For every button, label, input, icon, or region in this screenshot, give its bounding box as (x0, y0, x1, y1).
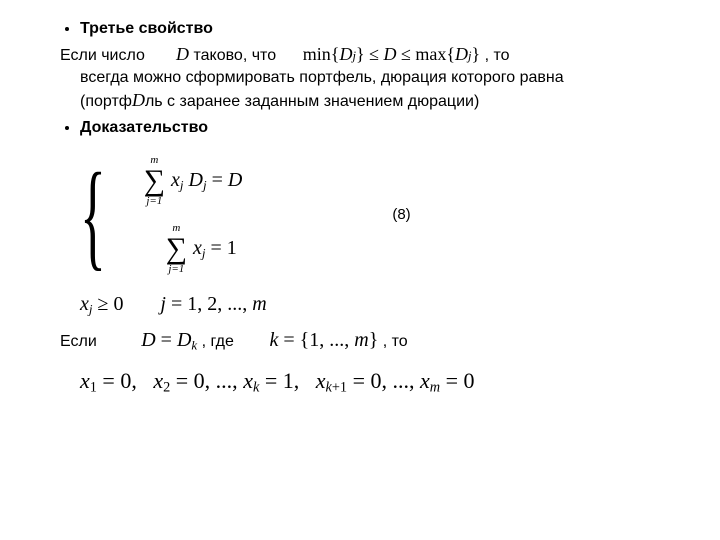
math-DeqDk: D = Dk (141, 329, 197, 351)
left-brace: { (80, 147, 106, 283)
equation-number: (8) (392, 206, 410, 223)
math-nonneg: xj ≥ 0 (80, 293, 124, 317)
sum1-sigma: ∑ (144, 166, 165, 196)
sum1-lower: j=1 (146, 196, 162, 207)
bullet-property-3: Третье свойство (80, 20, 680, 38)
txt-then1: , то (485, 47, 510, 64)
sum2-lower: j=1 (168, 264, 184, 275)
math-D1: D (176, 44, 189, 64)
txt-portfolio-pre: (портф (80, 93, 132, 110)
txt-such-that: таково, что (193, 47, 276, 64)
eq-sum-xD: m ∑ j=1 xj Dj = D (144, 155, 243, 207)
math-jrange: j = 1, 2, ..., m (160, 293, 266, 316)
txt-then2: , то (383, 333, 408, 350)
txt-line3-wrap: (портфDль с заранее заданным значением д… (60, 93, 479, 110)
txt-where: , где (202, 333, 234, 350)
txt-if2: Если (60, 333, 97, 350)
math-kset: k = {1, ..., m} (269, 329, 378, 351)
txt-portfolio-post: ль с заранее заданным значением дюрации) (145, 93, 479, 110)
sum2-body: xj = 1 (193, 237, 237, 261)
bullet-proof: Доказательство (80, 119, 680, 137)
eq-sum-x: m ∑ j=1 xj = 1 (166, 223, 243, 275)
row-nonneg: xj ≥ 0 j = 1, 2, ..., m (80, 293, 680, 317)
sum1-body: xj Dj = D (171, 169, 242, 193)
sum2-sigma: ∑ (166, 234, 187, 264)
equation-system: { m ∑ j=1 xj Dj = D m ∑ j=1 xj (80, 147, 680, 283)
txt-if-number: Если число (60, 47, 145, 64)
para-if-where: Если D = Dk , где k = {1, ..., m} , то (60, 327, 680, 354)
txt-line2: всегда можно сформировать портфель, дюра… (60, 69, 564, 86)
math-minmax: min{Dj} ≤ D ≤ max{Dj} (303, 44, 480, 64)
math-D-overlay: D (132, 90, 145, 110)
para-condition: Если число D таково, что min{Dj} ≤ D ≤ m… (60, 42, 680, 113)
math-solution: x1 = 0, x2 = 0, ..., xk = 1, xk+1 = 0, .… (80, 368, 680, 397)
